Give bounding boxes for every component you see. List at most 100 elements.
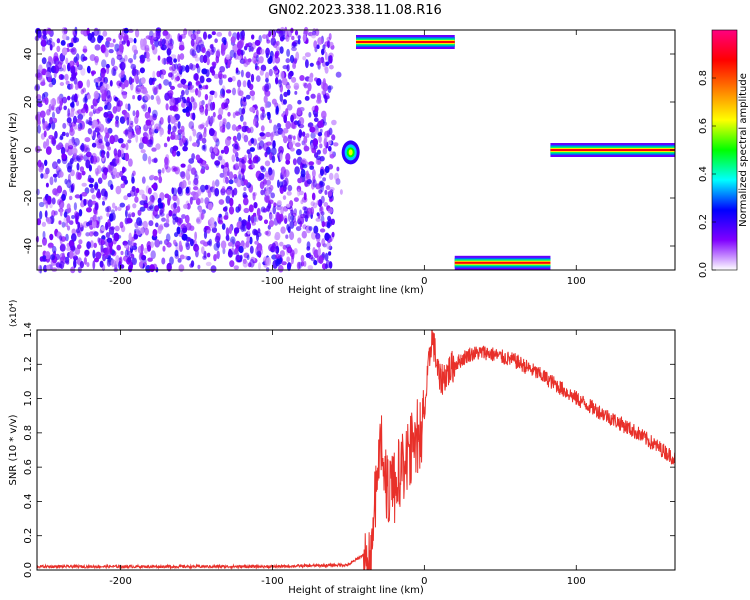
- spectrogram-cell: [106, 101, 112, 111]
- spectrogram-cell: [213, 73, 220, 79]
- x-tick-label: 0: [421, 576, 427, 587]
- spectrogram-cell: [266, 205, 270, 212]
- spectrogram-cell: [82, 56, 88, 61]
- spectrogram-cell: [110, 57, 116, 67]
- spectrogram-cell: [264, 219, 268, 225]
- spectrogram-cell: [227, 77, 233, 83]
- spectrogram-cell: [147, 155, 152, 165]
- spectrogram-cell: [122, 166, 125, 174]
- spectrogram-cell: [207, 189, 212, 198]
- spectrogram-cell: [289, 220, 295, 229]
- spectrogram-cell: [112, 65, 118, 71]
- spectrogram-cell: [80, 89, 85, 95]
- spectrogram-cell: [304, 52, 311, 58]
- colorbar-frame: [711, 29, 738, 271]
- spectrogram-cell: [300, 199, 304, 205]
- spectrogram-cell: [171, 63, 176, 72]
- spectrogram-cell: [300, 261, 305, 267]
- spectrogram-cell: [260, 125, 265, 132]
- spectrogram-cell: [107, 146, 111, 151]
- x-tick-label: -100: [261, 276, 284, 287]
- y-tick-label: 1.2: [23, 356, 34, 372]
- spectrogram-cell: [273, 248, 277, 253]
- spectrogram-cell: [298, 261, 302, 269]
- spectrogram-cell: [207, 240, 211, 246]
- spectrogram-cell: [77, 172, 82, 180]
- spectrogram-cell: [306, 241, 311, 249]
- spectrogram-cell: [58, 199, 65, 209]
- spectrogram-cell: [236, 132, 242, 141]
- spectrogram-cell: [259, 69, 264, 76]
- spectrogram-cell: [64, 142, 70, 150]
- spectrogram-cell: [253, 117, 257, 127]
- spectrogram-cell: [333, 142, 339, 147]
- spectrogram-cell: [308, 77, 313, 83]
- spectrogram-cell: [272, 57, 276, 64]
- spectrogram-cell: [39, 265, 43, 274]
- spectrogram-cell: [161, 167, 165, 174]
- spectrogram-cell: [86, 144, 90, 151]
- spectrogram-cell: [61, 27, 67, 35]
- spectrogram-cell: [44, 251, 51, 260]
- spectrogram-cell: [161, 257, 166, 265]
- spectrogram-cell: [52, 111, 55, 120]
- spectrogram-cell: [239, 114, 244, 122]
- spectrogram-cell: [88, 178, 94, 183]
- spectrogram-cell: [251, 94, 255, 101]
- spectrogram-cell: [73, 202, 77, 211]
- spectrogram-cell: [59, 260, 65, 270]
- colorbar-tick-label: 0.8: [698, 70, 709, 86]
- y-tick-label: 0: [23, 147, 34, 153]
- spectrogram-cell: [193, 177, 199, 186]
- spectrogram-cell: [166, 56, 173, 63]
- spectrogram-cell: [201, 137, 207, 144]
- x-tick-label: 100: [567, 576, 586, 587]
- spectrogram-cell: [73, 115, 77, 124]
- spectrogram-cell: [281, 77, 288, 86]
- spectrogram-cell: [174, 232, 179, 238]
- spectrogram-cell: [303, 135, 308, 144]
- spectrogram-cell: [307, 82, 312, 92]
- spectrogram-cell: [243, 207, 250, 214]
- spectrogram-cell: [146, 244, 152, 252]
- spectrogram-cell: [211, 227, 218, 233]
- spectrogram-cell: [291, 35, 295, 41]
- spectrogram-cell: [264, 151, 268, 158]
- spectrogram-cell: [63, 211, 68, 218]
- spectrogram-cell: [158, 40, 162, 47]
- spectrogram-cell: [182, 84, 189, 89]
- spectrogram-cell: [288, 212, 291, 222]
- spectrogram-cell: [214, 160, 221, 166]
- spectrogram-cell: [327, 207, 333, 214]
- spectrogram-cell: [127, 103, 131, 111]
- spectrogram-cell: [316, 149, 321, 155]
- spectrogram-cell: [61, 47, 68, 56]
- spectrogram-cell: [109, 80, 113, 87]
- spectrogram-cell: [78, 239, 83, 245]
- spectrogram-cell: [138, 94, 143, 101]
- spectrogram-cell: [46, 39, 52, 46]
- spectrogram-cell: [158, 83, 162, 90]
- spectrogram-cell: [223, 145, 229, 155]
- spectrogram-cell: [101, 235, 106, 240]
- spectrogram-cell: [264, 190, 270, 196]
- spectrogram-cell: [243, 186, 247, 192]
- spectrogram-cell: [235, 126, 239, 132]
- spectrogram-cell: [266, 33, 269, 42]
- spectrogram-cell: [41, 46, 46, 52]
- spectrogram-cell: [73, 251, 77, 257]
- spectrogram-cell: [245, 94, 251, 100]
- spectrogram-cell: [225, 227, 230, 237]
- spectrogram-cell: [66, 246, 71, 252]
- spectrogram-cell: [260, 112, 265, 121]
- spectrogram-cell: [328, 251, 332, 256]
- spectrogram-cell: [92, 119, 98, 128]
- spectrogram-cell: [106, 66, 110, 75]
- spectrogram-cell: [215, 232, 221, 241]
- spectrogram-cell: [225, 137, 231, 147]
- spectrogram-cell: [193, 73, 199, 81]
- spectrogram-cell: [313, 249, 319, 259]
- spectrogram-cell: [52, 55, 59, 62]
- spectrogram-cell: [118, 32, 123, 40]
- spectrogram-cell: [272, 140, 276, 149]
